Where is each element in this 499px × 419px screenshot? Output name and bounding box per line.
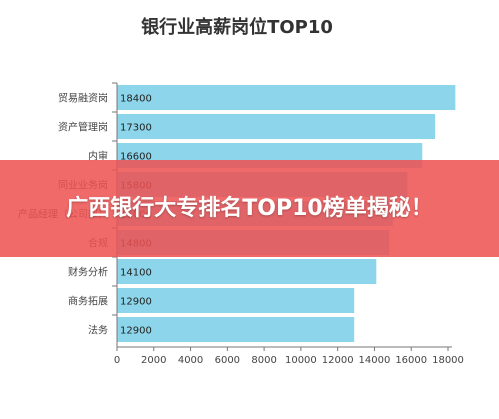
x-tick-label: 14000 [359,355,391,366]
data-label: 18400 [120,94,152,105]
x-tick-label: 4000 [178,355,203,366]
data-label: 12900 [120,326,152,337]
x-tick-label: 10000 [285,355,317,366]
bar [117,317,355,342]
x-tick-label: 18000 [432,355,464,366]
headline-text: 广西银行大专排名TOP10榜单揭秘！ [66,195,433,221]
bar [117,288,355,313]
headline-banner[interactable]: 广西银行大专排名TOP10榜单揭秘！ [0,160,499,257]
x-tick-label: 16000 [395,355,427,366]
category-label: 资产管理岗 [58,121,108,134]
x-tick-label: 8000 [251,355,276,366]
data-label: 14100 [120,268,152,279]
category-label: 法务 [88,324,108,337]
x-tick-label: 0 [114,355,120,366]
category-label: 商务拓展 [68,295,108,308]
category-label: 内审 [88,150,108,163]
x-tick-label: 6000 [215,355,240,366]
bar [117,114,436,139]
data-label: 16600 [120,152,152,163]
chart-title: 银行业高薪岗位TOP10 [141,16,333,38]
bar [117,259,377,284]
x-tick-label: 12000 [322,355,354,366]
bar [117,85,456,110]
x-tick-label: 2000 [141,355,166,366]
category-label: 财务分析 [68,266,108,279]
data-label: 12900 [120,297,152,308]
data-label: 17300 [120,123,152,134]
category-label: 贸易融资岗 [58,93,108,105]
